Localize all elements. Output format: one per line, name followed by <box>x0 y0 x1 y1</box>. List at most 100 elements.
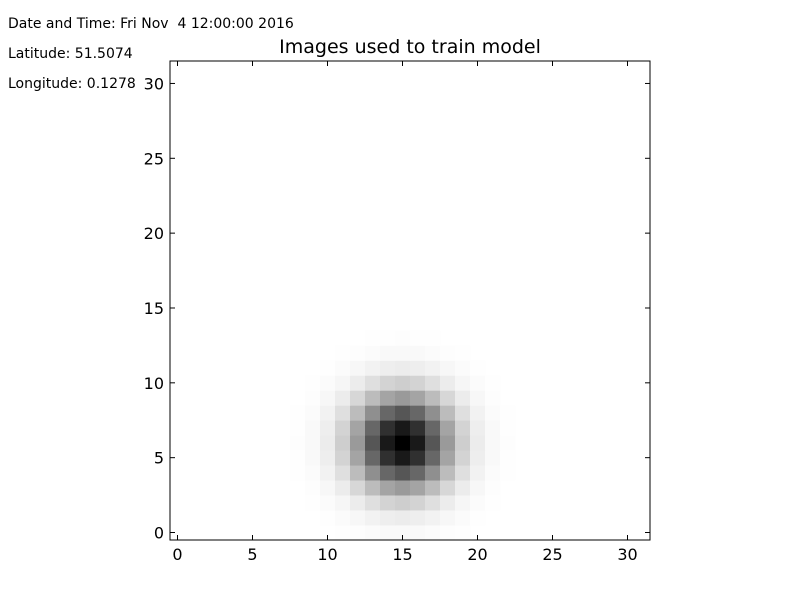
heatmap-cell <box>410 525 426 541</box>
heatmap-cell <box>455 510 471 526</box>
heatmap-cell <box>470 510 486 526</box>
heatmap-cell <box>410 495 426 511</box>
heatmap-cell <box>320 495 336 511</box>
heatmap-cell <box>410 450 426 466</box>
heatmap-cell <box>320 510 336 526</box>
heatmap-cell <box>410 330 426 346</box>
heatmap-cell <box>335 525 351 541</box>
y-tick-label: 20 <box>144 224 164 243</box>
heatmap-cell <box>455 390 471 406</box>
heatmap-cell <box>380 525 396 541</box>
heatmap-cell <box>365 465 381 481</box>
heatmap-cell <box>440 450 456 466</box>
heatmap-cell <box>350 375 366 391</box>
heatmap-cell <box>410 510 426 526</box>
heatmap-cell <box>410 375 426 391</box>
heatmap-cell <box>395 330 411 346</box>
heatmap-cell <box>425 510 441 526</box>
heatmap-cell <box>485 420 501 436</box>
heatmap-cell <box>425 480 441 496</box>
heatmap-cell <box>395 420 411 436</box>
y-tick-label: 0 <box>154 524 164 543</box>
heatmap-cell <box>395 480 411 496</box>
heatmap-cell <box>395 495 411 511</box>
heatmap-cell <box>350 390 366 406</box>
heatmap-cell <box>350 405 366 421</box>
heatmap-cell <box>365 450 381 466</box>
heatmap-cell <box>470 465 486 481</box>
heatmap-cell <box>425 525 441 541</box>
heatmap-cell <box>455 420 471 436</box>
y-tick-label: 25 <box>144 149 164 168</box>
y-tick-label: 10 <box>144 374 164 393</box>
heatmap-cell <box>290 420 306 436</box>
heatmap-cell <box>425 345 441 361</box>
heatmap-cell <box>485 375 501 391</box>
heatmap-cell <box>395 360 411 376</box>
heatmap-cell <box>290 405 306 421</box>
heatmap-cell <box>380 360 396 376</box>
heatmap-cell <box>440 465 456 481</box>
heatmap-cell <box>365 345 381 361</box>
heatmap-cell <box>320 480 336 496</box>
heatmap-cell <box>455 360 471 376</box>
x-tick-label: 0 <box>172 545 182 564</box>
heatmap-cell <box>410 345 426 361</box>
heatmap-cell <box>410 435 426 451</box>
heatmap-cell <box>425 375 441 391</box>
heatmap-cell <box>365 525 381 541</box>
heatmap-cell <box>395 375 411 391</box>
heatmap-cell <box>440 435 456 451</box>
heatmap-cell <box>320 360 336 376</box>
heatmap-cell <box>485 495 501 511</box>
heatmap-cell <box>335 465 351 481</box>
heatmap-cell <box>320 390 336 406</box>
heatmap-cell <box>500 465 516 481</box>
heatmap-cell <box>335 390 351 406</box>
heatmap-cell <box>350 345 366 361</box>
heatmap-cell <box>500 450 516 466</box>
heatmap-cell <box>395 405 411 421</box>
heatmap-cell <box>425 330 441 346</box>
heatmap-cell <box>425 360 441 376</box>
heatmap-cell <box>410 420 426 436</box>
x-tick-label: 5 <box>247 545 257 564</box>
heatmap-cell <box>320 435 336 451</box>
heatmap-cell <box>440 495 456 511</box>
heatmap-cells <box>290 330 516 541</box>
heatmap-cell <box>380 510 396 526</box>
heatmap-cell <box>395 525 411 541</box>
heatmap-cell <box>395 510 411 526</box>
heatmap-cell <box>305 375 321 391</box>
heatmap-cell <box>335 405 351 421</box>
heatmap-cell <box>440 525 456 541</box>
heatmap-cell <box>290 450 306 466</box>
heatmap-cell <box>410 405 426 421</box>
plot-frame <box>169 60 651 541</box>
latitude-text: Latitude: 51.5074 <box>8 46 133 62</box>
heatmap-cell <box>365 405 381 421</box>
axis-ticks: 0 5 10 15 20 25 30 0 5 10 15 20 25 30 <box>144 61 650 564</box>
heatmap-cell <box>410 465 426 481</box>
x-tick-label: 25 <box>542 545 562 564</box>
heatmap-cell <box>380 465 396 481</box>
heatmap-cell <box>470 480 486 496</box>
heatmap-cell <box>485 405 501 421</box>
heatmap-cell <box>455 480 471 496</box>
heatmap-cell <box>335 375 351 391</box>
heatmap-cell <box>365 390 381 406</box>
heatmap-cell <box>470 495 486 511</box>
heatmap-cell <box>500 405 516 421</box>
heatmap-cell <box>290 465 306 481</box>
heatmap-cell <box>305 405 321 421</box>
y-tick-label: 15 <box>144 299 164 318</box>
heatmap-cell <box>395 435 411 451</box>
heatmap-cell <box>440 390 456 406</box>
x-tick-label: 15 <box>392 545 412 564</box>
heatmap-cell <box>320 450 336 466</box>
heatmap-cell <box>350 465 366 481</box>
heatmap-cell <box>365 420 381 436</box>
heatmap-cell <box>425 435 441 451</box>
heatmap-cell <box>335 510 351 526</box>
